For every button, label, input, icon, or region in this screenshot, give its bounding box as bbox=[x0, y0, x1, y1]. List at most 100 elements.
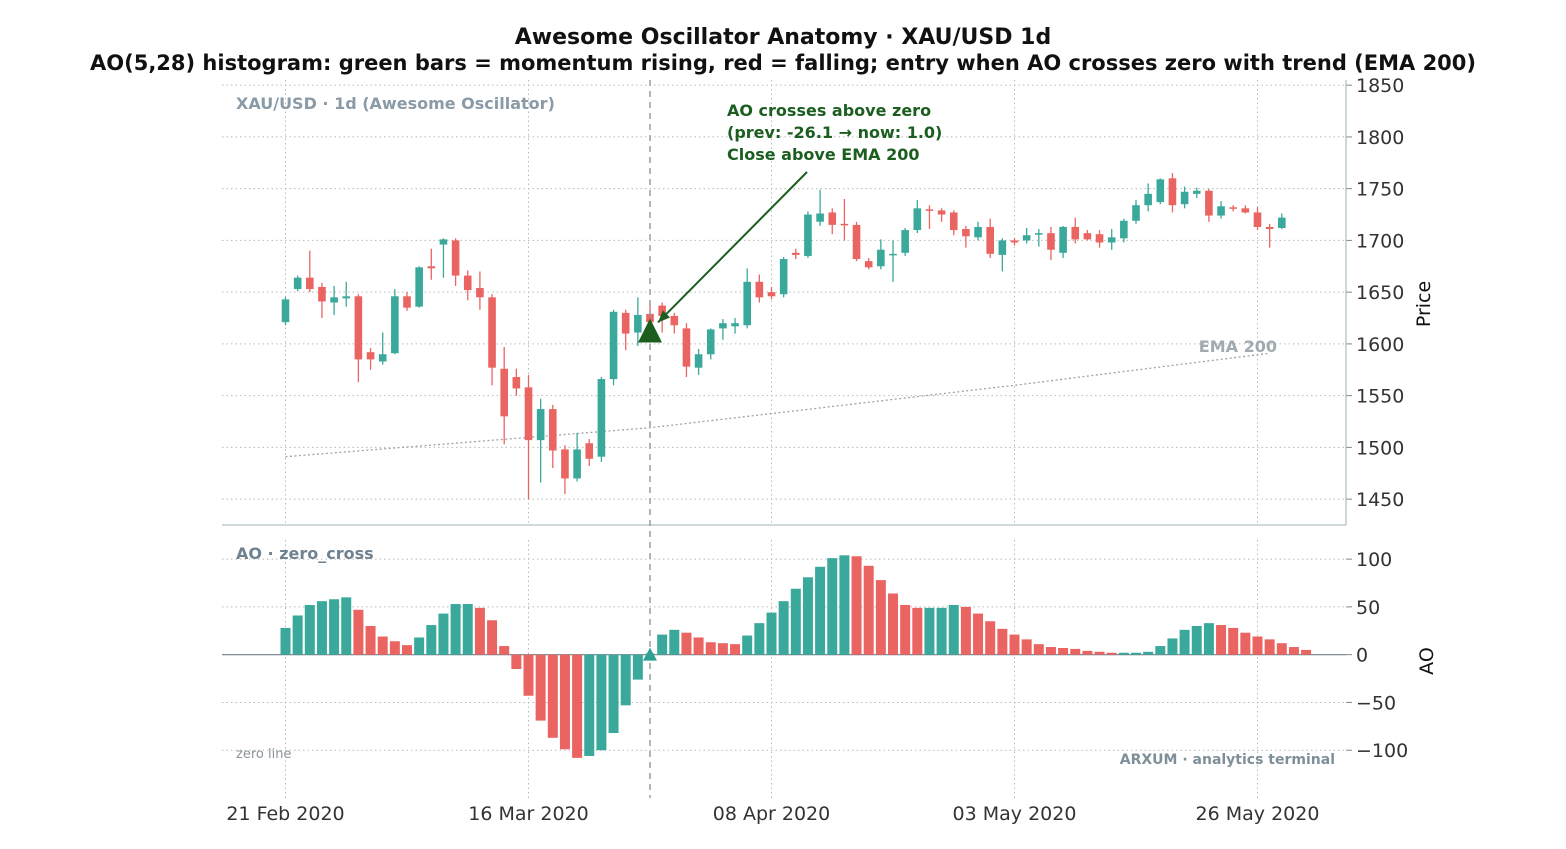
candle-body bbox=[1071, 226, 1080, 240]
ao-bar bbox=[402, 645, 412, 655]
candle-body bbox=[743, 281, 751, 326]
ao-bar bbox=[426, 625, 437, 655]
candle-body bbox=[1095, 234, 1104, 243]
candle-body bbox=[864, 261, 873, 268]
ao-bar bbox=[1070, 648, 1081, 655]
candle bbox=[561, 445, 569, 494]
candle-body bbox=[998, 240, 1007, 255]
ao-bar bbox=[1301, 649, 1312, 655]
candle-body bbox=[646, 313, 654, 323]
signal-annotation: AO crosses above zero (prev: -26.1 → now… bbox=[727, 101, 942, 164]
candle bbox=[828, 208, 837, 235]
candle bbox=[524, 374, 533, 500]
ao-bar bbox=[1276, 643, 1287, 655]
candle bbox=[962, 225, 970, 248]
candle-body bbox=[281, 299, 290, 323]
candle bbox=[378, 332, 387, 365]
candle-body bbox=[877, 249, 885, 267]
candle-body bbox=[755, 281, 764, 298]
candle bbox=[609, 309, 618, 386]
ao-bar bbox=[596, 654, 607, 751]
candle bbox=[1253, 207, 1262, 231]
candle-body bbox=[962, 229, 970, 237]
candle-body bbox=[500, 368, 508, 417]
ao-y-tick-label: −100 bbox=[1356, 740, 1408, 762]
candle bbox=[694, 349, 703, 375]
price-y-tick-label: 1550 bbox=[1356, 386, 1404, 408]
candle-body bbox=[427, 266, 436, 269]
candle-body bbox=[986, 226, 994, 254]
candle bbox=[549, 404, 557, 469]
candle bbox=[354, 294, 363, 383]
candle bbox=[342, 281, 351, 307]
candle-body bbox=[974, 226, 982, 238]
candle bbox=[1168, 173, 1177, 213]
ao-bar bbox=[948, 604, 959, 655]
price-panel-label: XAU/USD · 1d (Awesome Oscillator) bbox=[236, 94, 555, 113]
candle-body bbox=[1035, 233, 1043, 235]
ao-bar bbox=[851, 556, 862, 655]
candle-body bbox=[694, 354, 703, 368]
candle bbox=[986, 218, 994, 258]
candle bbox=[1010, 238, 1019, 246]
annotation-line-3: Close above EMA 200 bbox=[727, 145, 919, 164]
ao-bar bbox=[1167, 638, 1178, 655]
candle bbox=[1095, 230, 1104, 248]
candle-body bbox=[1229, 207, 1237, 209]
candle-body bbox=[415, 267, 423, 307]
annotation-line-1: AO crosses above zero bbox=[727, 101, 931, 120]
candle bbox=[1035, 229, 1043, 247]
annotation-arrow-line bbox=[657, 171, 808, 324]
price-panel: 1450 1500 1550 1600 1650 1700 1750 1800 1850 bbox=[222, 75, 1404, 526]
candle-body bbox=[1156, 179, 1165, 203]
candle bbox=[500, 347, 508, 445]
candle bbox=[415, 266, 423, 308]
candle bbox=[366, 348, 375, 370]
candle-body bbox=[1265, 226, 1274, 230]
candle-body bbox=[585, 443, 594, 459]
ao-bar bbox=[1009, 634, 1020, 655]
candle bbox=[1083, 230, 1092, 241]
ao-bar bbox=[790, 588, 801, 655]
ao-bar bbox=[912, 607, 923, 655]
ao-bar bbox=[900, 604, 911, 655]
ao-bar bbox=[572, 654, 583, 758]
candle bbox=[852, 221, 861, 262]
candle-body bbox=[852, 224, 861, 260]
zero-line-label: zero line bbox=[236, 747, 291, 762]
candle-body bbox=[682, 328, 691, 367]
candle-body bbox=[816, 213, 824, 222]
candle bbox=[949, 210, 958, 236]
ao-bar bbox=[657, 634, 668, 655]
candle bbox=[974, 221, 982, 241]
candle bbox=[634, 297, 642, 346]
ao-bar bbox=[547, 654, 558, 738]
candle-body bbox=[354, 296, 363, 360]
ao-bar bbox=[705, 642, 716, 655]
candle bbox=[877, 239, 885, 270]
candle bbox=[767, 286, 776, 300]
candle-body bbox=[536, 409, 545, 441]
candle-body bbox=[1022, 235, 1031, 241]
candle bbox=[1144, 183, 1152, 212]
ao-bar bbox=[681, 632, 692, 655]
candle-body bbox=[488, 297, 496, 368]
ao-bar bbox=[1106, 652, 1117, 655]
candle bbox=[621, 309, 630, 351]
candle-body bbox=[1132, 205, 1140, 221]
candle-body bbox=[804, 214, 812, 256]
candle-body bbox=[1120, 220, 1128, 239]
candle-body bbox=[925, 209, 934, 211]
candle bbox=[913, 200, 922, 234]
candle-body bbox=[403, 296, 411, 308]
candle-body bbox=[1253, 212, 1262, 227]
ao-bar bbox=[280, 627, 291, 655]
ao-bar bbox=[292, 615, 303, 655]
candle bbox=[864, 258, 873, 270]
price-y-tick-label: 1500 bbox=[1356, 437, 1404, 459]
candle bbox=[463, 270, 472, 301]
ao-bar bbox=[632, 654, 643, 680]
candle bbox=[512, 368, 521, 396]
candle bbox=[755, 274, 764, 303]
ao-bar bbox=[608, 654, 619, 734]
